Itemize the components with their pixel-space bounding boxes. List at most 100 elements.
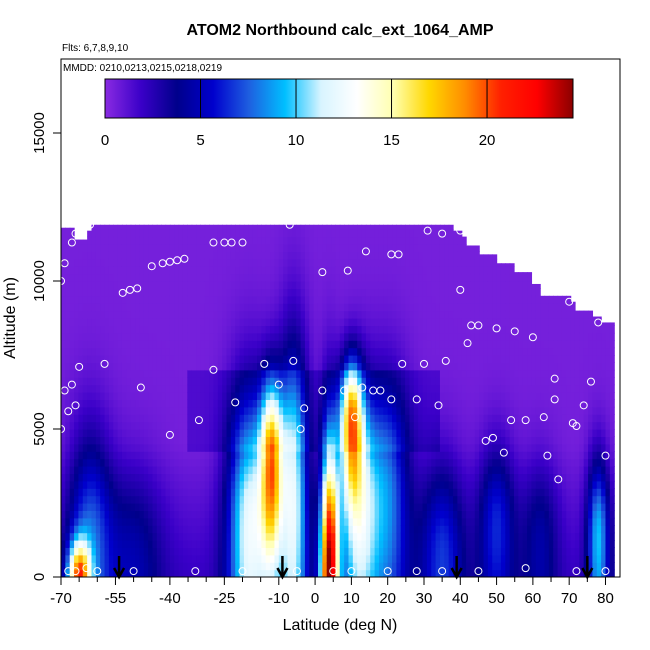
heatmap-cell <box>135 532 141 541</box>
heatmap-cell <box>230 384 236 393</box>
heatmap-cell <box>270 495 276 504</box>
heatmap-cell <box>461 480 467 489</box>
heatmap-cell <box>448 525 454 534</box>
heatmap-cell <box>365 273 371 282</box>
heatmap-cell <box>304 229 310 238</box>
heatmap-cell <box>453 466 458 474</box>
heatmap-cell <box>226 288 232 297</box>
heatmap-cell <box>291 251 297 260</box>
heatmap-cell <box>361 325 367 334</box>
heatmap-cell <box>196 295 201 304</box>
heatmap-cell <box>230 236 236 245</box>
heatmap-cell <box>182 540 188 548</box>
heatmap-cell <box>296 406 302 415</box>
heatmap-cell <box>409 429 415 437</box>
heatmap-cell <box>418 399 424 408</box>
heatmap-cell <box>291 480 297 489</box>
heatmap-cell <box>470 258 476 267</box>
heatmap-cell <box>257 451 262 460</box>
heatmap-cell <box>392 466 397 474</box>
heatmap-cell <box>209 547 215 556</box>
heatmap-cell <box>252 510 258 519</box>
heatmap-cell <box>300 473 306 482</box>
heatmap-cell <box>413 443 419 452</box>
heatmap-cell <box>252 377 258 386</box>
heatmap-cell <box>400 525 406 534</box>
heatmap-cell <box>291 318 297 326</box>
heatmap-cell <box>405 392 411 400</box>
heatmap-cell <box>169 310 175 319</box>
heatmap-cell <box>331 224 337 230</box>
heatmap-cell <box>409 392 415 400</box>
heatmap-cell <box>113 414 119 423</box>
heatmap-cell <box>405 325 411 334</box>
heatmap-cell <box>204 480 210 489</box>
heatmap-cell <box>196 406 201 415</box>
heatmap-cell <box>200 295 206 304</box>
heatmap-cell <box>387 480 393 489</box>
heatmap-cell <box>479 421 485 430</box>
heatmap-cell <box>309 347 315 356</box>
heatmap-cell <box>383 281 389 289</box>
heatmap-cell <box>243 332 249 341</box>
heatmap-cell <box>261 224 267 230</box>
heatmap-cell <box>392 517 397 526</box>
heatmap-cell <box>496 525 502 534</box>
heatmap-cell <box>296 303 302 312</box>
heatmap-cell <box>426 258 432 267</box>
heatmap-cell <box>500 466 506 474</box>
heatmap-cell <box>439 414 445 423</box>
heatmap-cell <box>291 236 297 245</box>
heatmap-cell <box>431 414 437 423</box>
heatmap-cell <box>126 495 132 504</box>
heatmap-cell <box>248 310 254 319</box>
heatmap-cell <box>191 303 197 312</box>
heatmap-cell <box>270 295 276 304</box>
heatmap-cell <box>348 414 354 423</box>
heatmap-cell <box>121 236 127 245</box>
heatmap-cell <box>374 510 380 519</box>
heatmap-cell <box>444 340 450 349</box>
heatmap-cell <box>230 540 236 548</box>
heatmap-cell <box>130 288 136 297</box>
heatmap-cell <box>182 525 188 534</box>
heatmap-cell <box>466 510 472 519</box>
heatmap-cell <box>209 318 215 326</box>
heatmap-cell <box>339 251 345 260</box>
heatmap-cell <box>435 325 441 334</box>
heatmap-cell <box>309 473 315 482</box>
heatmap-cell <box>444 406 450 415</box>
heatmap-cell <box>235 406 241 415</box>
heatmap-cell <box>187 273 193 282</box>
heatmap-cell <box>505 443 511 452</box>
heatmap-cell <box>87 436 93 445</box>
heatmap-cell <box>230 362 236 371</box>
heatmap-cell <box>235 258 241 267</box>
heatmap-cell <box>100 569 106 577</box>
heatmap-cell <box>196 325 201 334</box>
heatmap-cell <box>483 384 489 393</box>
heatmap-cell <box>457 399 463 408</box>
heatmap-cell <box>296 458 302 467</box>
heatmap-cell <box>383 466 389 474</box>
heatmap-cell <box>82 281 88 289</box>
heatmap-cell <box>448 562 454 571</box>
heatmap-cell <box>252 332 258 341</box>
heatmap-cell <box>274 436 280 445</box>
heatmap-cell <box>344 473 350 482</box>
heatmap-cell <box>344 355 350 363</box>
heatmap-cell <box>121 347 127 356</box>
heatmap-cell <box>487 369 493 378</box>
heatmap-cell <box>335 318 341 326</box>
heatmap-cell <box>300 503 306 511</box>
heatmap-cell <box>152 414 158 423</box>
heatmap-cell <box>126 414 132 423</box>
heatmap-cell <box>344 399 350 408</box>
heatmap-cell <box>135 340 141 349</box>
heatmap-cell <box>121 414 127 423</box>
heatmap-cell <box>461 547 467 556</box>
heatmap-cell <box>418 303 424 312</box>
heatmap-cell <box>108 224 114 230</box>
heatmap-cell <box>392 281 397 289</box>
heatmap-cell <box>392 340 397 349</box>
